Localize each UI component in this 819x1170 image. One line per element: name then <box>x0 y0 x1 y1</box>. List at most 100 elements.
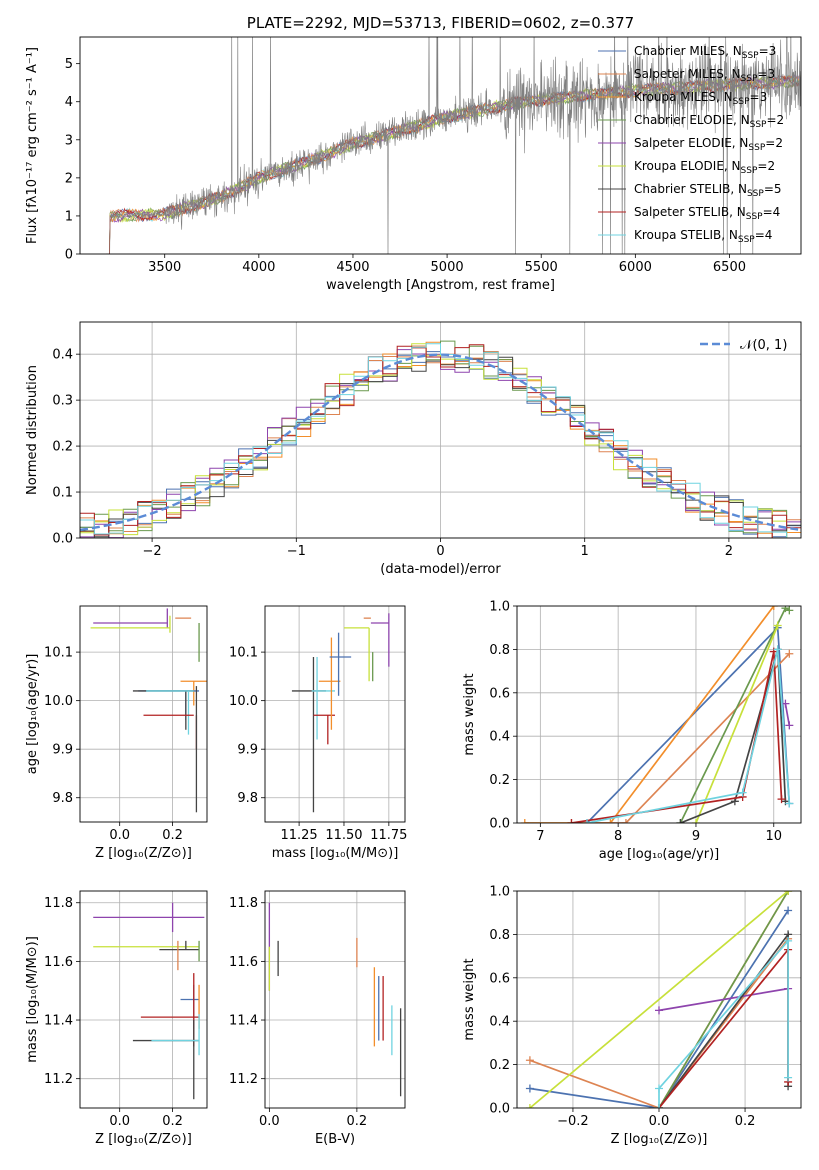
legend-label-sub: SSP <box>741 166 758 176</box>
y-tick-label: 0.1 <box>52 486 73 501</box>
x-tick-label: 5500 <box>525 260 558 275</box>
x-tick-label: 4500 <box>336 260 369 275</box>
axes-frame <box>79 321 802 539</box>
chart-weight_vs_Z: −0.2 0.0 0.2 0.0 0.2 0.4 0.6 0.8 1.0 Z [log₁₀(Z/Z… <box>462 885 802 1147</box>
weight-marker <box>784 936 793 945</box>
weight-marker <box>785 721 794 730</box>
y-tick-label: 0.6 <box>489 686 510 701</box>
chart-title: PLATE=2292, MJD=53713, FIBERID=0602, z=0… <box>247 14 634 32</box>
axes-frame <box>264 890 406 1109</box>
weight-series-line <box>586 649 791 823</box>
y-tick-label: 0.2 <box>489 773 510 788</box>
plot-area <box>265 606 405 822</box>
data-point <box>140 973 200 1047</box>
legend-label-name: Chabrier ELODIE, N <box>634 113 750 127</box>
weight-marker <box>738 788 747 797</box>
weight-marker <box>785 649 794 658</box>
y-axis-label: mass weight <box>462 958 477 1040</box>
weight-marker <box>621 819 630 823</box>
legend-label-sub: SSP <box>747 189 764 199</box>
data-point <box>132 690 194 730</box>
x-tick-label: 0.2 <box>162 1114 183 1129</box>
y-tick-label: 5 <box>65 57 73 72</box>
x-tick-label: 0.2 <box>347 1114 368 1129</box>
weight-series-line <box>679 607 790 823</box>
y-tick-label: 0.0 <box>52 532 73 547</box>
y-tick-label: 11.4 <box>44 1014 73 1029</box>
x-tick-label: −0.2 <box>557 1114 589 1129</box>
plot-area <box>80 606 207 822</box>
legend-label-value: =2 <box>766 113 784 127</box>
y-axis-label: age [log₁₀(age/yr)] <box>25 654 40 775</box>
y-tick-label: 10.0 <box>229 694 258 709</box>
legend-label-value: =4 <box>755 228 773 242</box>
x-tick-label: 4000 <box>242 260 275 275</box>
x-tick-label: 6500 <box>713 260 746 275</box>
x-tick-label: 11.75 <box>370 828 407 843</box>
legend-label-name: Salpeter MILES, N <box>634 67 741 81</box>
weight-series-line <box>524 606 775 823</box>
y-tick-label: 11.8 <box>229 896 258 911</box>
x-tick-label: 0 <box>436 544 444 559</box>
legend-label-value: =3 <box>759 44 777 58</box>
legend-label: Chabrier MILES, NSSP=3 <box>634 44 776 61</box>
x-tick-label: 0.2 <box>735 1114 756 1129</box>
observed-spectrum-line <box>106 37 801 254</box>
weight-marker <box>781 699 790 708</box>
plot-area <box>106 37 801 254</box>
y-tick-label: 1.0 <box>489 600 510 615</box>
data-point <box>180 984 200 1029</box>
x-axis-label: wavelength [Angstrom, rest frame] <box>326 278 555 293</box>
legend-label-value: =2 <box>765 136 783 150</box>
weight-marker <box>784 906 793 915</box>
x-tick-label: 11.25 <box>280 828 317 843</box>
y-tick-label: 1 <box>65 209 73 224</box>
y-tick-label: 4 <box>65 95 73 110</box>
y-tick-label: 0.0 <box>489 817 510 832</box>
y-tick-label: 0.4 <box>489 730 510 745</box>
weight-series-line <box>658 947 789 1108</box>
y-tick-label: 0.6 <box>489 971 510 986</box>
axes-frame <box>79 605 208 823</box>
x-tick-label: 0.0 <box>109 1114 130 1129</box>
weight-marker <box>769 606 778 610</box>
legend-label-sub: SSP <box>748 143 765 153</box>
legend: 𝒩(0, 1) <box>700 338 787 353</box>
weight-series-line <box>680 649 787 823</box>
legend-label-name: Salpeter ELODIE, N <box>634 136 748 150</box>
legend-label: Salpeter MILES, NSSP=3 <box>634 67 775 84</box>
legend-label: Kroupa MILES, NSSP=3 <box>634 90 767 107</box>
chart-mass_vs_EBV: 0.0 0.2 11.2 11.4 11.6 11.8 E(B-V) <box>229 890 406 1147</box>
x-tick-label: 2 <box>725 544 733 559</box>
weight-marker <box>773 621 782 630</box>
weight-marker <box>525 1056 534 1065</box>
y-tick-label: 10.1 <box>229 646 258 661</box>
y-tick-label: 0.2 <box>489 1058 510 1073</box>
legend-label-value: =3 <box>750 90 768 104</box>
legend-label-sub: SSP <box>741 74 758 84</box>
y-tick-label: 0.8 <box>489 928 510 943</box>
x-tick-label: −1 <box>287 544 306 559</box>
x-tick-label: 6000 <box>619 260 652 275</box>
data-point <box>151 1014 200 1056</box>
y-tick-label: 10.0 <box>44 694 73 709</box>
weight-marker <box>655 1104 663 1108</box>
legend-label-sub: SSP <box>738 235 755 245</box>
data-point <box>343 627 370 682</box>
y-tick-label: 0.8 <box>489 643 510 658</box>
x-axis-label: Z [log₁₀(Z/Z⊙)] <box>95 1132 192 1147</box>
axes-frame <box>516 605 802 824</box>
y-axis-label: mass [log₁₀(M/M⊙)] <box>25 936 40 1063</box>
weight-marker <box>525 1104 534 1108</box>
data-point <box>90 615 171 633</box>
x-tick-label: 0.0 <box>259 1114 280 1129</box>
legend-label-name: Chabrier STELIB, N <box>634 182 747 196</box>
weight-marker <box>785 606 794 615</box>
legend-label: Kroupa STELIB, NSSP=4 <box>634 228 772 245</box>
legend-label-value: =4 <box>763 205 781 219</box>
x-tick-label: 9 <box>692 829 700 844</box>
chart-residuals: −2 −1 0 1 2 0.0 0.1 0.2 0.3 0.4 (data-model)/error… <box>25 321 802 577</box>
plot-area <box>517 606 801 823</box>
